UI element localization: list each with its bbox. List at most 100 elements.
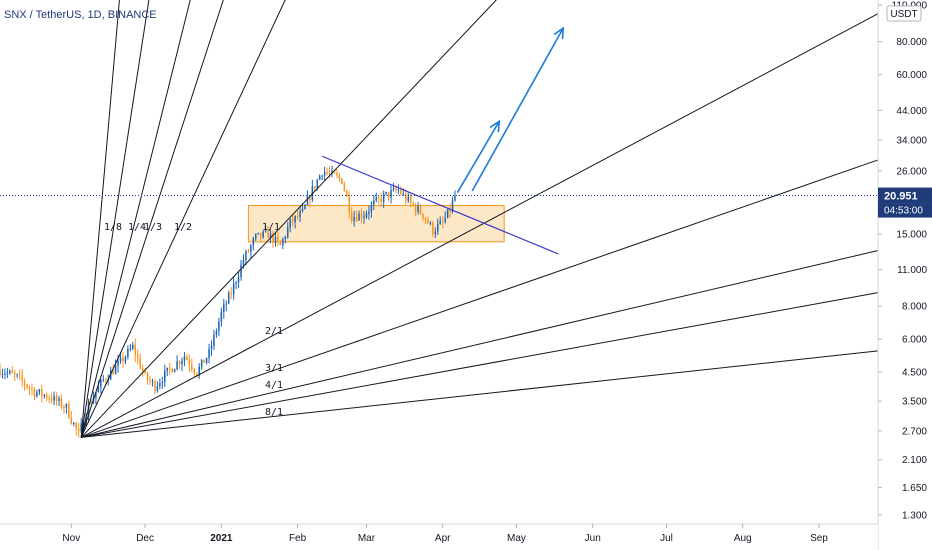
candle-body [102, 379, 105, 381]
candle-body [291, 218, 294, 222]
candle-body [181, 360, 183, 365]
candle-body [127, 349, 129, 357]
candle-body [370, 204, 373, 212]
candle-body [203, 359, 205, 363]
y-tick-label: 34.000 [896, 135, 927, 146]
gann-fan-label: 1/3 [144, 222, 162, 233]
gann-fan-ray [80, 0, 286, 438]
candle-body [230, 293, 232, 295]
candle-body [191, 365, 193, 370]
y-tick-label: 8.000 [902, 302, 927, 313]
candle-body [282, 239, 284, 246]
candle-body [45, 395, 48, 399]
y-tick-label: 3.500 [902, 397, 927, 408]
candle-body [331, 170, 333, 173]
candle-body [225, 303, 228, 305]
x-tick-label: 2021 [210, 533, 233, 544]
candle-body [68, 403, 70, 418]
candle-body [392, 188, 395, 190]
unit-badge[interactable] [886, 5, 922, 22]
candle-body [412, 202, 414, 206]
candle-body [31, 388, 33, 390]
candle-body [284, 237, 287, 240]
candle-body [173, 369, 176, 373]
candle-body [176, 361, 178, 370]
candle-body [18, 374, 21, 376]
candle-body [100, 380, 102, 387]
candle-body [156, 386, 159, 391]
candle-body [424, 217, 427, 220]
candle-body [139, 357, 141, 369]
x-tick-label: May [507, 533, 526, 544]
candle-body [449, 209, 451, 212]
candle-body [417, 206, 419, 213]
price-axis-panel[interactable] [878, 0, 932, 550]
candle-body [144, 371, 146, 373]
candle-body [245, 251, 247, 261]
candle-body [208, 349, 210, 359]
candle-body [16, 374, 18, 376]
candle-body [422, 213, 424, 218]
candle-body [13, 373, 16, 375]
x-tick-label: Sep [810, 533, 828, 544]
gann-fan-label: 2/1 [265, 326, 283, 337]
candle-body [41, 389, 43, 396]
candle-body [262, 231, 264, 238]
candle-body [400, 189, 402, 194]
candle-body [353, 216, 355, 222]
candle-body [390, 189, 392, 198]
candle-body [314, 186, 316, 189]
candle-body [257, 232, 259, 234]
y-tick-label: 26.000 [896, 166, 927, 177]
candle-body [414, 205, 417, 213]
candle-body [117, 360, 119, 366]
candle-body [444, 217, 446, 222]
time-axis-panel[interactable] [0, 524, 878, 550]
candle-body [136, 355, 139, 358]
x-tick-label: Aug [734, 533, 752, 544]
candle-body [95, 392, 97, 398]
candle-body [346, 190, 348, 197]
candle-body [343, 183, 346, 191]
candle-body [259, 232, 262, 238]
candle-body [166, 367, 169, 371]
candle-body [43, 395, 46, 397]
candle-body [132, 344, 134, 349]
candle-body [368, 211, 370, 214]
candle-body [338, 175, 341, 179]
candle-body [419, 206, 422, 214]
gann-fan-ray [81, 250, 879, 438]
candle-body [395, 188, 397, 191]
y-tick-label: 60.000 [896, 70, 927, 81]
candle-body [161, 382, 164, 384]
y-tick-label: 4.500 [902, 368, 927, 379]
candle-body [301, 208, 304, 212]
gann-fan-label: 8/1 [265, 407, 283, 418]
chart-title: SNX / TetherUS, 1D, BINANCE [4, 9, 157, 21]
candle-body [286, 227, 289, 238]
candle-body [296, 215, 299, 217]
y-tick-label: 2.100 [902, 455, 927, 466]
candle-body [195, 372, 198, 376]
candle-body [149, 380, 151, 382]
candle-body [279, 240, 282, 246]
candle-body [200, 359, 203, 367]
candle-body [114, 365, 117, 375]
candle-body [28, 387, 31, 389]
candle-body [318, 175, 321, 180]
projection-arrow [456, 120, 500, 193]
candle-body [373, 200, 375, 205]
candle-body [294, 215, 296, 222]
candle-body [154, 381, 156, 391]
candle-body [21, 375, 23, 381]
y-tick-label: 6.000 [902, 335, 927, 346]
candle-body [26, 384, 28, 388]
countdown-label: 04:53:00 [884, 206, 923, 217]
candle-body [119, 357, 122, 361]
candle-body [409, 196, 412, 203]
x-tick-label: Feb [289, 533, 307, 544]
candle-body [124, 356, 127, 362]
gann-fan-label: 1/8 [104, 222, 122, 233]
